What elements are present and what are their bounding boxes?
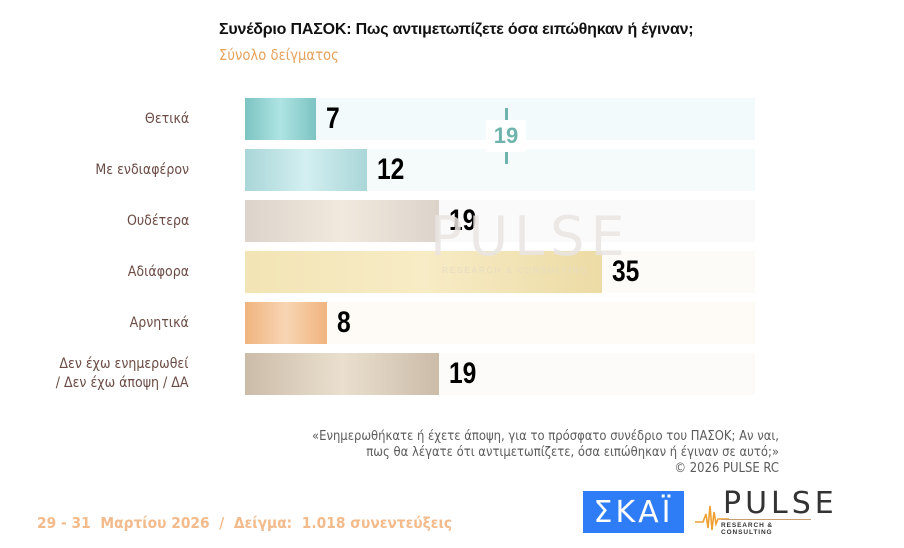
- pulse-logo-text: PULSE: [723, 486, 838, 521]
- category-label: Θετικά: [140, 98, 189, 140]
- chart-row: Δεν έχω ενημερωθεί / Δεν έχω άποψη / ΔΑ 1…: [0, 353, 904, 395]
- category-label-text: Αδιάφορα: [127, 263, 189, 280]
- category-label: Αδιάφορα: [121, 251, 189, 293]
- annotation-tick-bottom: [504, 152, 508, 164]
- chart-row: Αδιάφορα 35: [0, 251, 904, 293]
- bar: [245, 302, 327, 344]
- chart-row: Θετικά 7: [0, 98, 904, 140]
- survey-footer: 29 - 31 Μαρτίου 2026 / Δείγμα: 1.018 συν…: [37, 514, 453, 532]
- category-label: Δεν έχω ενημερωθεί / Δεν έχω άποψη / ΔΑ: [41, 353, 189, 395]
- category-label-text: Αρνητικά: [129, 314, 189, 331]
- chart-row: Ουδέτερα 19: [0, 200, 904, 242]
- skai-logo: ΣΚΑΪ: [583, 491, 684, 533]
- question-text: «Ενημερωθήκατε ή έχετε άποψη, για το πρό…: [236, 428, 779, 476]
- category-label-text: Ουδέτερα: [126, 212, 189, 229]
- category-label: Αρνητικά: [123, 302, 189, 344]
- bar-value-label: 12: [377, 153, 405, 186]
- category-label: Ουδέτερα: [120, 200, 189, 242]
- category-label-text: Δεν έχω ενημερωθεί / Δεν έχω άποψη / ΔΑ: [56, 356, 189, 391]
- chart-row: Με ενδιαφέρον 12: [0, 149, 904, 191]
- category-label-text: Με ενδιαφέρον: [95, 161, 189, 178]
- bar-value-label: 8: [336, 306, 351, 339]
- bar: [245, 251, 602, 293]
- annotation-value: 19: [486, 120, 526, 152]
- bar: [245, 200, 439, 242]
- bar: [245, 149, 368, 191]
- question-line-2: πως θα λέγατε ότι αντιμετωπίζετε, όσα ει…: [366, 444, 779, 460]
- bar-chart: Θετικά 7 Με ενδιαφέρον 12 Ουδέτερα 19 Αδιάφορα…: [0, 98, 904, 395]
- copyright: © 2026 PULSE RC: [674, 460, 779, 476]
- chart-subtitle: Σύνολο δείγματος: [219, 46, 339, 64]
- bar-value-label: 19: [448, 204, 477, 237]
- category-label: Με ενδιαφέρον: [85, 149, 189, 191]
- pulse-logo: PULSE RESEARCH & CONSULTING: [695, 486, 834, 536]
- bar-value-label: 19: [448, 357, 477, 390]
- chart-title: Συνέδριο ΠΑΣΟΚ: Πως αντιμετωπίζετε όσα ε…: [219, 21, 694, 38]
- bar-track: [245, 302, 755, 344]
- pulse-logo-subtext: RESEARCH & CONSULTING: [721, 522, 773, 536]
- chart-row: Αρνητικά 8: [0, 302, 904, 344]
- annotation-tick-top: [504, 108, 508, 120]
- pulse-logo-divider: [721, 519, 811, 520]
- question-line-1: «Ενημερωθήκατε ή έχετε άποψη, για το πρό…: [312, 428, 779, 444]
- combined-annotation: 19: [486, 108, 526, 178]
- bar: [245, 353, 439, 395]
- bar-value-label: 35: [612, 255, 640, 288]
- category-label-text: Θετικά: [144, 110, 189, 127]
- bar: [245, 98, 317, 140]
- pulse-wave-icon: [695, 505, 729, 531]
- bar-value-label: 7: [326, 102, 341, 135]
